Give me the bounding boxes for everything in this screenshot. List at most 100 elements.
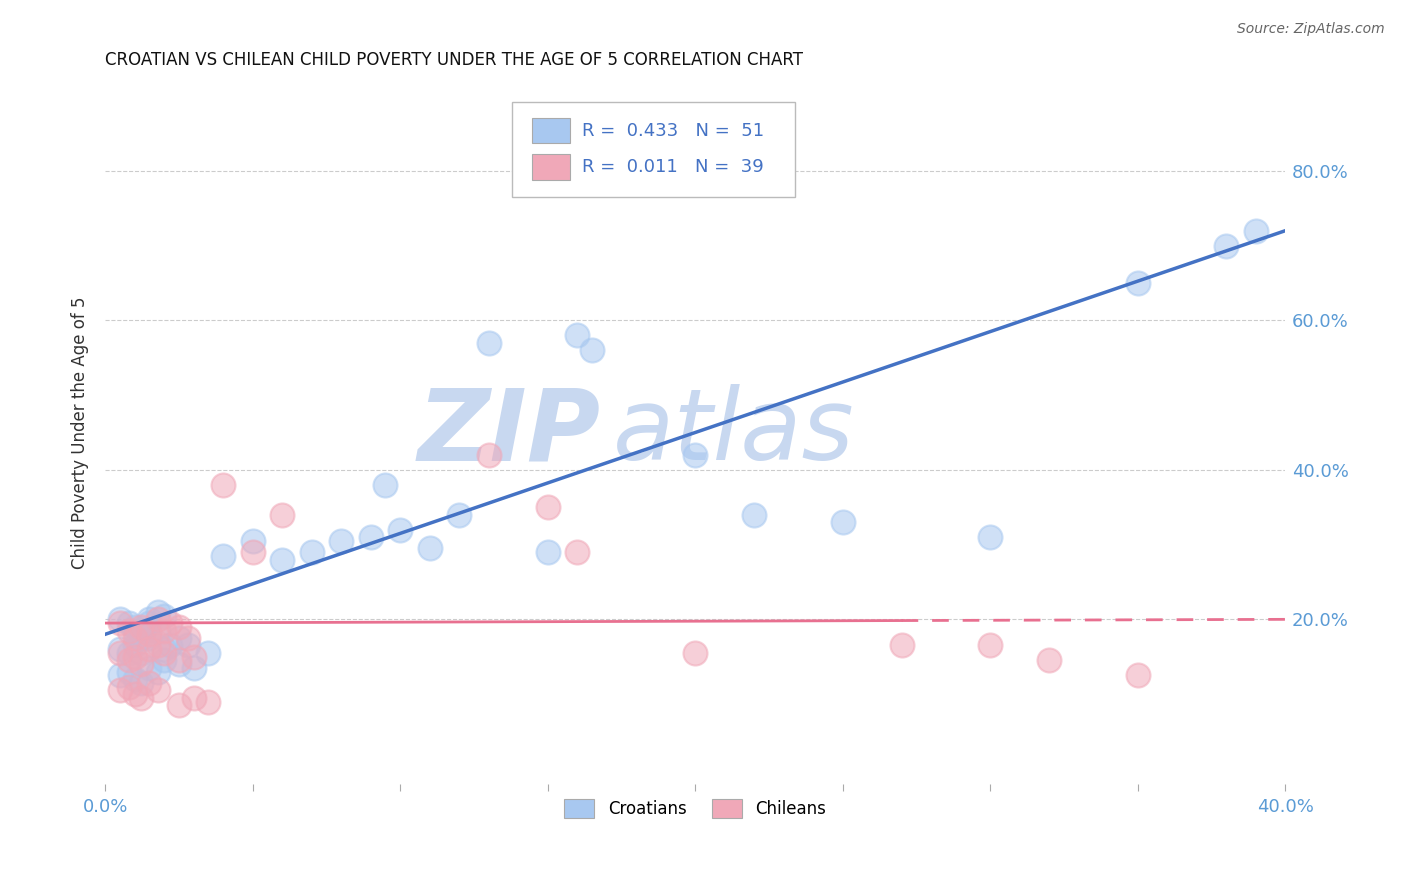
- Point: [118, 646, 141, 660]
- Point: [449, 508, 471, 522]
- Point: [129, 631, 152, 645]
- Point: [242, 533, 264, 548]
- Point: [148, 612, 170, 626]
- Point: [167, 631, 190, 645]
- Point: [138, 661, 160, 675]
- Point: [979, 530, 1001, 544]
- Point: [118, 616, 141, 631]
- Point: [108, 642, 131, 657]
- Point: [167, 657, 190, 672]
- Point: [831, 515, 853, 529]
- FancyBboxPatch shape: [512, 103, 796, 197]
- Point: [148, 683, 170, 698]
- Point: [197, 694, 219, 708]
- Point: [108, 616, 131, 631]
- Point: [478, 448, 501, 462]
- Point: [183, 649, 205, 664]
- Point: [565, 328, 588, 343]
- Point: [478, 335, 501, 350]
- Point: [108, 646, 131, 660]
- Point: [148, 624, 170, 638]
- Text: atlas: atlas: [613, 384, 855, 481]
- Point: [148, 639, 170, 653]
- Point: [742, 508, 765, 522]
- Point: [129, 657, 152, 672]
- Point: [118, 624, 141, 638]
- Point: [129, 620, 152, 634]
- Point: [419, 541, 441, 556]
- Point: [124, 620, 146, 634]
- Point: [212, 549, 235, 563]
- Y-axis label: Child Poverty Under the Age of 5: Child Poverty Under the Age of 5: [72, 296, 89, 569]
- Point: [242, 545, 264, 559]
- Text: ZIP: ZIP: [418, 384, 600, 481]
- Point: [271, 552, 294, 566]
- Point: [129, 690, 152, 705]
- Point: [138, 676, 160, 690]
- Point: [138, 642, 160, 657]
- Point: [108, 668, 131, 682]
- Point: [129, 676, 152, 690]
- Point: [183, 661, 205, 675]
- Point: [979, 639, 1001, 653]
- Point: [1215, 238, 1237, 252]
- Point: [212, 478, 235, 492]
- Legend: Croatians, Chileans: Croatians, Chileans: [558, 792, 832, 824]
- Point: [1244, 224, 1267, 238]
- Text: CROATIAN VS CHILEAN CHILD POVERTY UNDER THE AGE OF 5 CORRELATION CHART: CROATIAN VS CHILEAN CHILD POVERTY UNDER …: [105, 51, 803, 69]
- Point: [153, 646, 176, 660]
- Point: [683, 448, 706, 462]
- Point: [167, 653, 190, 667]
- Point: [167, 620, 190, 634]
- Point: [124, 639, 146, 653]
- Text: R =  0.011   N =  39: R = 0.011 N = 39: [582, 158, 763, 176]
- Point: [389, 523, 412, 537]
- Point: [581, 343, 603, 358]
- Text: R =  0.433   N =  51: R = 0.433 N = 51: [582, 121, 763, 139]
- Point: [536, 500, 558, 515]
- Point: [124, 631, 146, 645]
- Point: [153, 653, 176, 667]
- Point: [124, 624, 146, 638]
- Point: [153, 608, 176, 623]
- Point: [197, 646, 219, 660]
- Point: [108, 612, 131, 626]
- Point: [153, 642, 176, 657]
- Point: [374, 478, 396, 492]
- Point: [138, 616, 160, 631]
- Point: [118, 665, 141, 679]
- Point: [360, 530, 382, 544]
- Point: [159, 639, 181, 653]
- Point: [124, 649, 146, 664]
- Point: [118, 653, 141, 667]
- Point: [118, 680, 141, 694]
- Point: [138, 627, 160, 641]
- Point: [138, 612, 160, 626]
- Point: [108, 683, 131, 698]
- Point: [301, 545, 323, 559]
- Point: [536, 545, 558, 559]
- FancyBboxPatch shape: [533, 154, 569, 179]
- Point: [124, 672, 146, 686]
- Point: [890, 639, 912, 653]
- Point: [183, 690, 205, 705]
- Point: [124, 687, 146, 701]
- Point: [132, 624, 155, 638]
- Point: [167, 698, 190, 713]
- Point: [683, 646, 706, 660]
- Point: [330, 533, 353, 548]
- Point: [177, 639, 200, 653]
- Point: [271, 508, 294, 522]
- Point: [177, 631, 200, 645]
- Point: [153, 624, 176, 638]
- Point: [129, 646, 152, 660]
- Point: [159, 616, 181, 631]
- Point: [565, 545, 588, 559]
- FancyBboxPatch shape: [533, 118, 569, 143]
- Point: [1126, 668, 1149, 682]
- Point: [138, 631, 160, 645]
- Point: [1038, 653, 1060, 667]
- Text: Source: ZipAtlas.com: Source: ZipAtlas.com: [1237, 22, 1385, 37]
- Point: [148, 665, 170, 679]
- Point: [1126, 276, 1149, 290]
